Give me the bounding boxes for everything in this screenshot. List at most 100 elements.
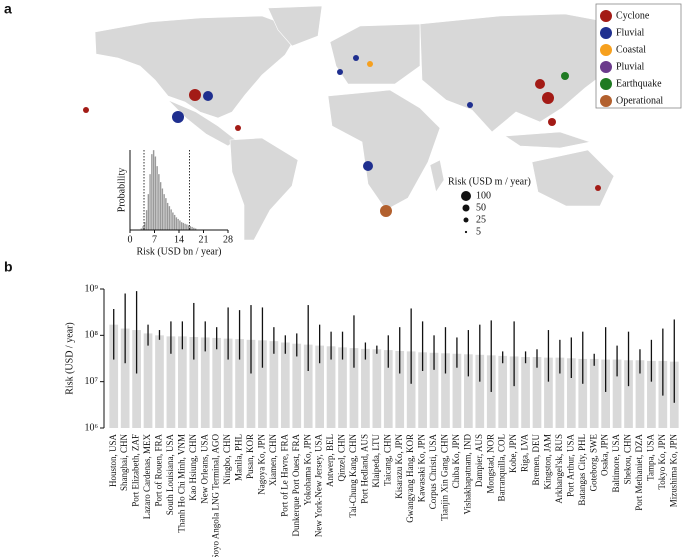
land: [327, 89, 441, 211]
x-tick-label: Port Hedland, AUS: [359, 434, 369, 504]
hazard-dot: [380, 205, 392, 217]
hazard-dot: [467, 102, 473, 108]
legend-marker: [600, 27, 612, 39]
land: [229, 137, 299, 241]
legend-label: Pluvial: [616, 61, 645, 72]
x-tick-label: New York-New Jersey, USA: [314, 434, 324, 538]
bar: [532, 357, 542, 428]
legend-label: Cyclone: [616, 10, 650, 21]
legend-marker: [600, 61, 612, 73]
hazard-dots: [83, 55, 601, 217]
bar: [452, 353, 462, 428]
x-tick-label: Shekou, CHN: [623, 434, 633, 485]
inset-background: [128, 146, 230, 230]
hazard-dot: [542, 92, 554, 104]
bar: [269, 341, 279, 428]
size-legend-title: Risk (USD m / year): [448, 176, 531, 187]
x-tick-label: Tokyo Ko, JPN: [657, 434, 667, 490]
x-tick-label: Gwangyang Hang, KOR: [405, 434, 415, 523]
bar: [223, 338, 233, 428]
hazard-dot: [595, 185, 601, 191]
land: [429, 159, 445, 193]
y-tick-label: 10⁶: [85, 422, 99, 433]
y-axis-label: Probability: [116, 168, 127, 212]
histogram-bar: [182, 222, 185, 231]
panel-label: a: [4, 1, 12, 17]
legend-box: [595, 3, 682, 109]
bar: [589, 358, 599, 428]
x-tick-label: Batangas City, PHL: [577, 434, 587, 506]
bar: [143, 333, 153, 428]
bar: [303, 344, 313, 428]
x-tick-label: 28: [223, 234, 233, 245]
x-tick-label: Port Elizabeth, ZAF: [131, 434, 141, 507]
histogram-bar: [147, 193, 150, 231]
x-tick-label: Nagoya Ko, JPN: [257, 434, 267, 495]
x-tick-label: Kao Hsiung, CHN: [188, 434, 198, 501]
bar: [429, 352, 439, 428]
y-axis-label: Risk (USD / year): [64, 322, 75, 395]
x-tick-label: Corpus Christi, USA: [428, 434, 438, 510]
bar: [326, 346, 336, 428]
x-tick-label: Mongstad, NOR: [485, 434, 495, 494]
x-tick-label: 21: [199, 234, 209, 245]
histogram-bar: [156, 165, 159, 231]
hazard-dot: [548, 118, 556, 126]
histogram-bar: [163, 193, 166, 231]
histogram-bar: [178, 220, 181, 231]
bar: [464, 354, 473, 428]
size-legend-label: 25: [476, 214, 486, 225]
bar: [647, 360, 656, 428]
x-tick-label: 7: [152, 234, 157, 245]
histogram-bar: [175, 217, 178, 231]
histogram-bar: [145, 209, 148, 231]
histogram-bar: [171, 212, 174, 231]
size-legend-marker: [462, 204, 470, 212]
x-tick-label: Arkhangel'sk, RUS: [554, 434, 564, 504]
size-legend-marker: [463, 217, 469, 223]
x-tick-label: Vishakhapatnam, IND: [462, 433, 472, 514]
land: [94, 15, 301, 119]
bar: [258, 340, 267, 428]
x-tick-label: Taicang, CHN: [382, 434, 392, 486]
land: [329, 23, 421, 85]
x-tick-label: Klaipeda, LTU: [371, 434, 381, 488]
bar: [132, 330, 141, 428]
bar: [200, 337, 210, 428]
x-tick-label: Manila, PHL: [234, 434, 244, 481]
x-tick-label: 0: [128, 234, 133, 245]
bar: [395, 350, 405, 428]
hazard-dot: [337, 69, 343, 75]
x-tick-label: Kisarazu Ko, JPN: [394, 434, 404, 499]
legend-label: Earthquake: [616, 78, 662, 89]
hazard-dot: [172, 111, 184, 123]
bar: [280, 342, 290, 428]
histogram-bar: [161, 188, 164, 231]
histogram-bar: [177, 218, 180, 231]
bar: [566, 358, 576, 428]
bar: [509, 356, 519, 428]
bar: [120, 328, 130, 428]
x-tick-label: Houston, USA: [108, 434, 118, 488]
size-legend-marker: [464, 230, 468, 234]
size-legend-label: 5: [476, 226, 481, 237]
x-tick-label: Goteborg, SWE: [588, 433, 598, 491]
bar: [624, 360, 633, 428]
legend-marker: [600, 78, 612, 90]
x-tick-label: Dampier, AUS: [474, 434, 484, 487]
bar: [338, 347, 347, 428]
x-tick-label: Dunkerque Port Ouest, FRA: [291, 434, 301, 537]
x-tick-label: Ningbo, CHN: [222, 434, 232, 485]
x-tick-label: Kawasaki Ko, JPN: [417, 434, 427, 503]
histogram-bar: [180, 221, 183, 231]
y-tick-label: 10⁸: [85, 330, 99, 341]
histogram-bar: [157, 173, 160, 231]
bar: [361, 348, 370, 428]
bar: [166, 336, 176, 428]
bar: [155, 335, 164, 428]
x-tick-label: Antwerp, BEL: [325, 434, 335, 487]
hazard-dot: [235, 125, 241, 131]
bar: [178, 336, 187, 428]
legend-label: Operational: [616, 95, 663, 106]
